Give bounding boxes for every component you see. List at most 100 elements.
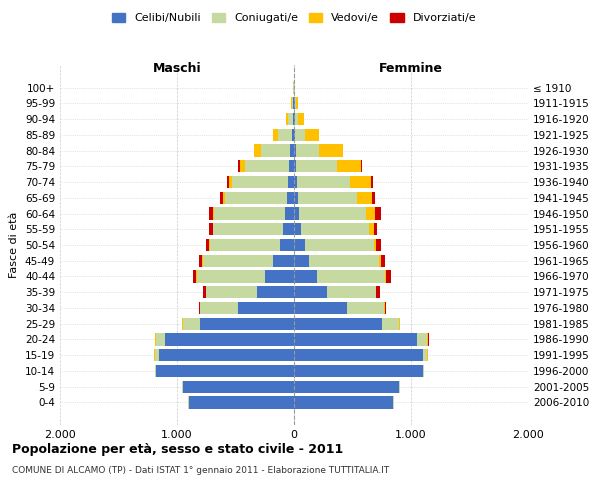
Bar [294,239,305,251]
Bar [317,270,385,282]
Bar [385,302,386,314]
Bar [305,128,319,141]
Bar [245,160,289,172]
Bar [225,192,287,204]
Bar [376,239,380,251]
Bar [294,396,394,408]
Bar [193,270,196,282]
Bar [371,176,373,188]
Y-axis label: Anni di nascita: Anni di nascita [599,204,600,286]
Bar [292,128,294,141]
Bar [203,254,273,267]
Bar [376,286,380,298]
Bar [298,192,357,204]
Bar [373,192,376,204]
Text: COMUNE DI ALCAMO (TP) - Dati ISTAT 1° gennaio 2011 - Elaborazione TUTTITALIA.IT: COMUNE DI ALCAMO (TP) - Dati ISTAT 1° ge… [12,466,389,475]
Bar [165,334,294,345]
Bar [305,239,374,251]
Bar [294,380,400,393]
Bar [293,113,294,125]
Bar [238,302,294,314]
Bar [337,160,361,172]
Bar [203,286,206,298]
Bar [156,365,294,377]
Bar [382,318,400,330]
Bar [294,113,295,125]
Bar [294,128,295,141]
Bar [160,349,294,362]
Bar [294,349,423,362]
Bar [294,318,382,330]
Bar [257,286,294,298]
Y-axis label: Fasce di età: Fasce di età [10,212,19,278]
Bar [213,223,283,235]
Bar [199,302,200,314]
Bar [376,208,381,220]
Bar [289,160,294,172]
Bar [206,286,257,298]
Bar [188,396,294,408]
Text: Femmine: Femmine [379,62,443,75]
Bar [309,254,379,267]
Bar [298,113,304,125]
Bar [294,270,317,282]
Bar [369,223,374,235]
Bar [220,192,223,204]
Bar [273,254,294,267]
Bar [385,270,386,282]
Bar [209,208,213,220]
Bar [301,223,369,235]
Bar [199,254,202,267]
Bar [254,144,261,156]
Bar [238,160,240,172]
Text: Maschi: Maschi [152,62,202,75]
Bar [295,113,298,125]
Bar [292,97,293,110]
Bar [287,192,294,204]
Bar [210,239,280,251]
Bar [280,239,294,251]
Bar [200,318,294,330]
Text: Popolazione per età, sesso e stato civile - 2011: Popolazione per età, sesso e stato civil… [12,442,343,456]
Bar [232,176,288,188]
Bar [156,334,165,345]
Bar [357,192,373,204]
Bar [423,349,427,362]
Bar [214,208,284,220]
Bar [295,97,296,110]
Bar [273,128,278,141]
Bar [155,365,156,377]
Bar [294,176,297,188]
Bar [366,208,376,220]
Bar [223,192,225,204]
Bar [278,128,292,141]
Bar [283,223,294,235]
Bar [379,254,380,267]
Bar [206,239,209,251]
Bar [183,380,294,393]
Bar [265,270,294,282]
Bar [261,144,290,156]
Bar [227,176,229,188]
Bar [209,223,212,235]
Bar [380,254,385,267]
Legend: Celibi/Nubili, Coniugati/e, Vedovi/e, Divorziati/e: Celibi/Nubili, Coniugati/e, Vedovi/e, Di… [107,8,481,28]
Bar [296,144,319,156]
Bar [197,270,265,282]
Bar [294,365,423,377]
Bar [296,97,298,110]
Bar [294,334,417,345]
Bar [361,160,362,172]
Bar [183,318,200,330]
Bar [347,302,384,314]
Bar [213,208,214,220]
Bar [294,144,296,156]
Bar [240,160,245,172]
Bar [386,270,391,282]
Bar [155,349,160,362]
Bar [294,286,327,298]
Bar [284,208,294,220]
Bar [350,176,371,188]
Bar [294,160,296,172]
Bar [288,176,294,188]
